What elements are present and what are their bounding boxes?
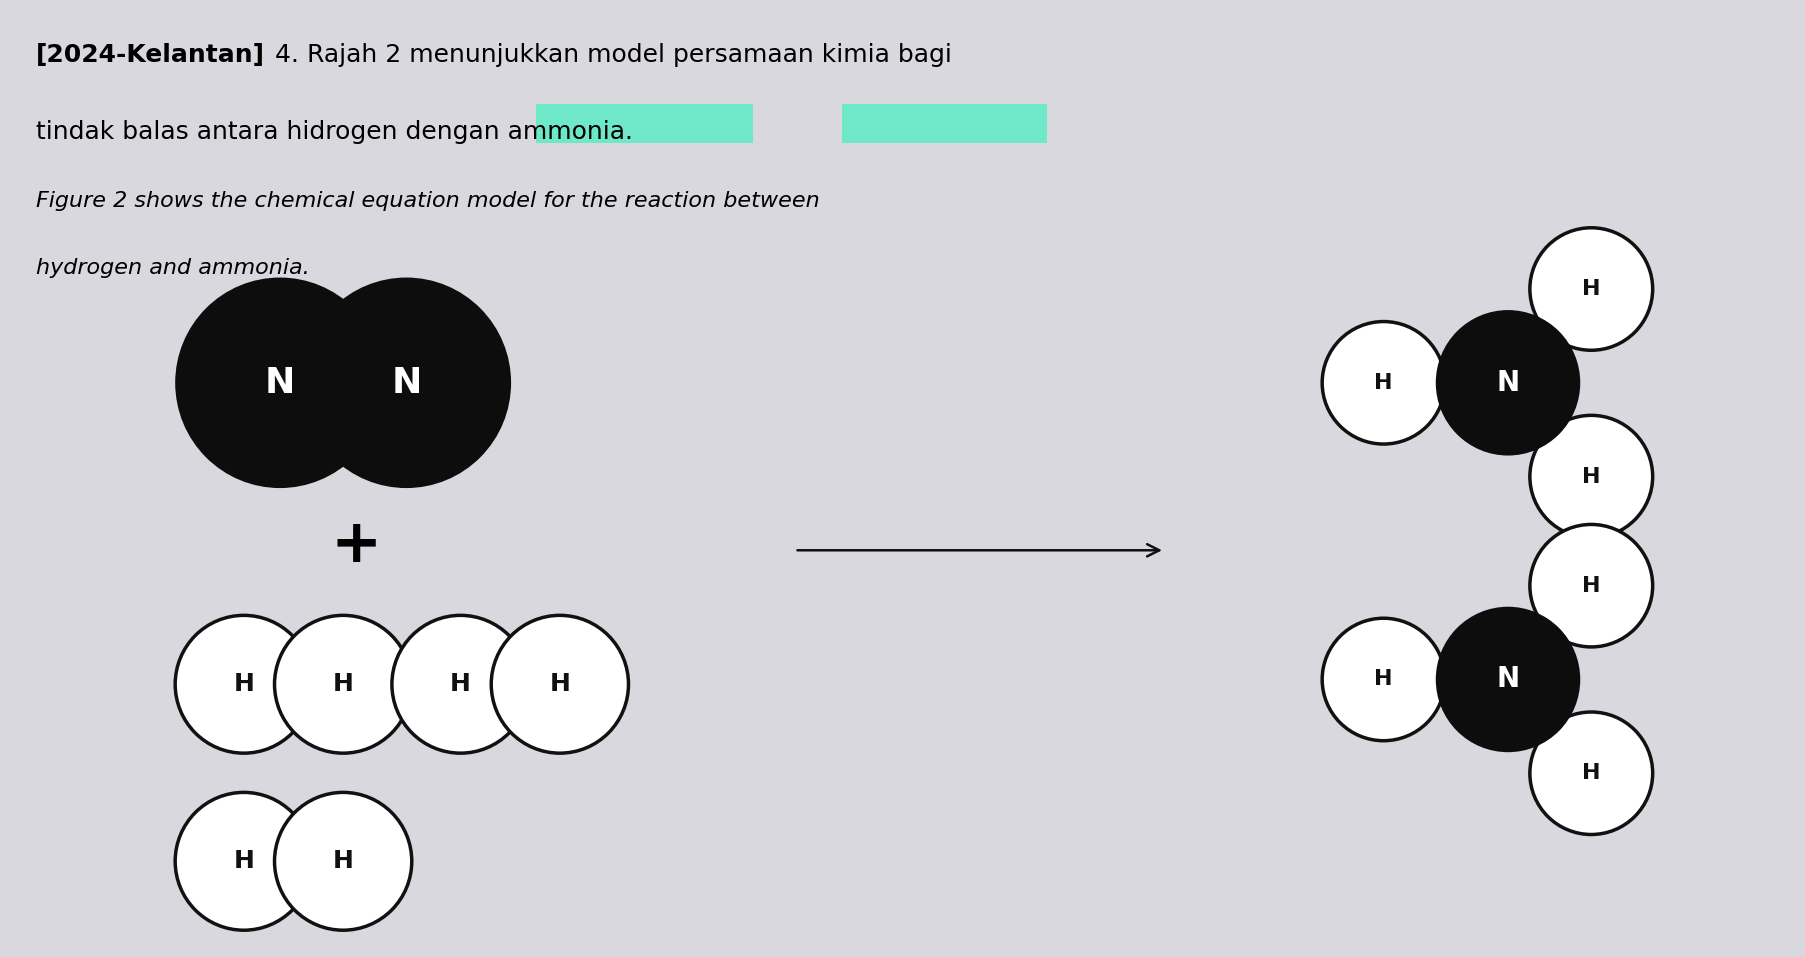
Text: N: N (1496, 368, 1518, 397)
Text: H: H (332, 672, 354, 697)
Text: H: H (1374, 373, 1392, 392)
FancyBboxPatch shape (536, 104, 753, 143)
Text: H: H (1581, 576, 1599, 595)
Text: 4. Rajah 2 menunjukkan model persamaan kimia bagi: 4. Rajah 2 menunjukkan model persamaan k… (267, 43, 951, 67)
Text: H: H (449, 672, 471, 697)
Text: Figure 2 shows the chemical equation model for the reaction between: Figure 2 shows the chemical equation mod… (36, 191, 819, 211)
Ellipse shape (175, 792, 312, 930)
Ellipse shape (301, 278, 511, 488)
Text: H: H (1374, 670, 1392, 689)
Ellipse shape (1529, 712, 1652, 835)
Ellipse shape (175, 278, 384, 488)
Text: +: + (330, 516, 381, 575)
Text: N: N (1496, 665, 1518, 694)
Text: H: H (233, 672, 255, 697)
Text: H: H (332, 849, 354, 874)
Ellipse shape (1435, 310, 1579, 456)
Text: H: H (1581, 467, 1599, 486)
Text: H: H (233, 849, 255, 874)
Text: H: H (1581, 279, 1599, 299)
Ellipse shape (1321, 618, 1444, 741)
Ellipse shape (1529, 524, 1652, 647)
Text: N: N (265, 366, 294, 400)
Ellipse shape (1435, 607, 1579, 752)
Ellipse shape (1529, 415, 1652, 538)
Ellipse shape (274, 615, 412, 753)
Ellipse shape (274, 792, 412, 930)
FancyBboxPatch shape (841, 104, 1047, 143)
Text: H: H (1581, 764, 1599, 783)
Ellipse shape (392, 615, 529, 753)
Ellipse shape (1529, 228, 1652, 350)
Text: hydrogen and ammonia.: hydrogen and ammonia. (36, 258, 310, 278)
Text: N: N (392, 366, 421, 400)
Ellipse shape (491, 615, 628, 753)
Ellipse shape (1321, 322, 1444, 444)
Text: [2024-Kelantan]: [2024-Kelantan] (36, 43, 265, 67)
Ellipse shape (175, 615, 312, 753)
Text: tindak balas antara hidrogen dengan ammonia.: tindak balas antara hidrogen dengan ammo… (36, 120, 634, 144)
Text: H: H (549, 672, 570, 697)
